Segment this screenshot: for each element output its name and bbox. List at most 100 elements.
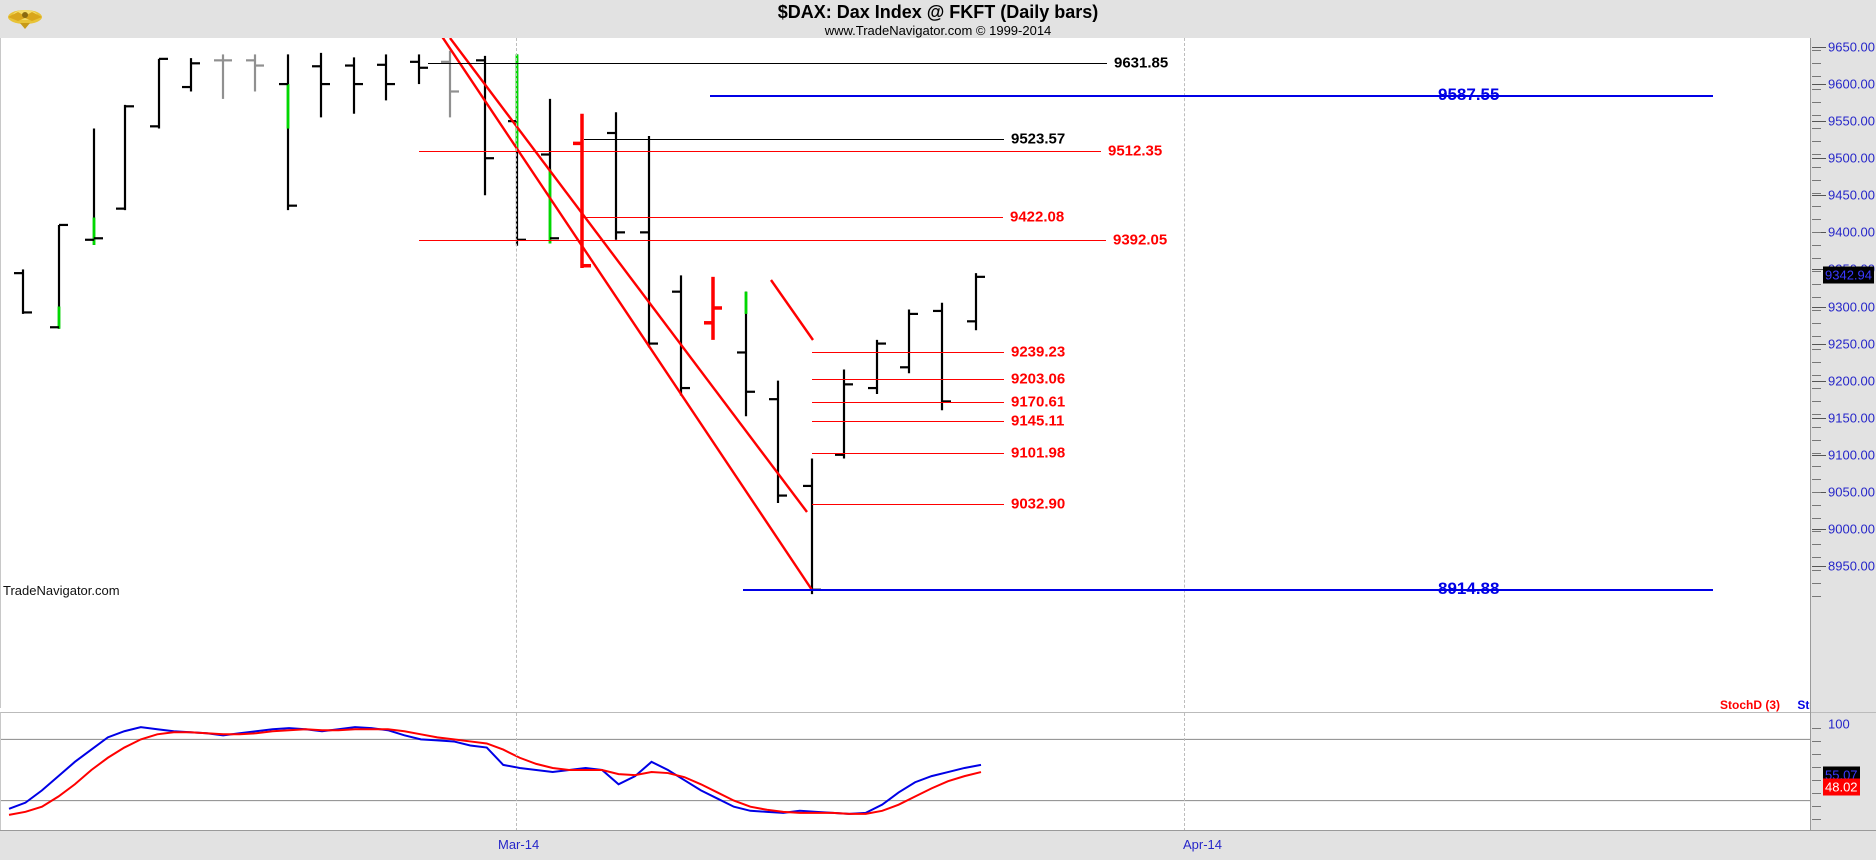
last-price-marker: 9342.94 [1823,266,1874,284]
axis-minor-tick [1812,89,1821,90]
price-level-label: 9392.05 [1113,231,1168,249]
stochastic-lines-layer [1,726,1811,816]
axis-tick-label: 9250.00 [1828,336,1875,352]
stoch-axis-minor-tick [1812,741,1821,742]
stoch-axis-minor-tick [1812,793,1821,794]
date-axis: Mar-14 Apr-14 [0,830,1876,860]
stoch-month-separator-mar [516,713,517,831]
axis-tick [1812,121,1826,123]
axis-minor-tick [1812,193,1821,194]
price-level-line [812,421,1004,422]
stoch-axis-minor-tick [1812,728,1821,729]
axis-tick [1812,566,1826,567]
month-separator-mar [516,38,517,708]
price-level-line [584,139,1004,140]
date-axis-label: Apr-14 [1183,837,1223,852]
axis-tick-label: 9150.00 [1828,410,1875,426]
stoch-axis-minor-tick [1812,780,1821,781]
month-separator-apr [1184,38,1185,708]
price-level-line [812,504,1004,505]
axis-tick-label: 9550.00 [1828,113,1875,129]
price-level-label: 9239.23 [1011,343,1066,361]
axis-minor-tick [1812,349,1821,350]
axis-minor-tick [1812,50,1821,51]
title-subtitle: www.TradeNavigator.com © 1999-2014 [824,23,1052,38]
axis-tick-label: 9000.00 [1828,521,1875,537]
axis-minor-tick [1812,596,1821,597]
axis-minor-tick [1812,115,1821,116]
axis-minor-tick [1812,505,1821,506]
axis-minor-tick [1812,310,1821,311]
axis-tick-label: 9450.00 [1828,187,1875,203]
axis-tick [1812,84,1826,86]
price-chart-pane[interactable]: 9631.85 9587.55 9523.57 9512.35 9422.08 9392.… [0,38,1810,708]
axis-minor-tick [1812,206,1821,207]
price-level-line [582,217,1003,218]
axis-minor-tick [1812,258,1821,259]
trendline [441,38,813,591]
axis-tick-label: 9300.00 [1828,299,1875,314]
stochastic-indicator-pane[interactable] [0,712,1811,831]
axis-minor-tick [1812,479,1821,480]
axis-minor-tick [1812,154,1821,155]
axis-minor-tick [1812,245,1821,246]
axis-minor-tick [1812,271,1821,272]
axis-minor-tick [1812,583,1821,584]
price-level-line [812,402,1004,403]
price-level-label: 9587.55 [1438,85,1500,104]
axis-minor-tick [1812,323,1821,324]
price-level-label: 8914.88 [1438,579,1500,598]
price-level-line [812,352,1004,353]
price-level-label: 9032.90 [1011,495,1066,513]
stoch-axis-top-label: 100 [1828,716,1850,732]
axis-minor-tick [1812,492,1821,493]
axis-minor-tick [1812,544,1821,545]
axis-tick-label: 9200.00 [1828,373,1875,389]
axis-minor-tick [1812,466,1821,467]
axis-pane-separator [1811,712,1876,713]
axis-tick [1812,47,1826,48]
axis-minor-tick [1812,297,1821,298]
price-level-line [419,151,1101,152]
axis-tick [1812,417,1826,419]
ohlc-bars-layer [14,38,985,595]
price-level-label: 9631.85 [1114,54,1169,72]
axis-minor-tick [1812,531,1821,532]
axis-tick-label: 9100.00 [1828,447,1875,463]
axis-tick-label: 9400.00 [1828,224,1875,240]
stoch-axis-minor-tick [1812,767,1821,768]
axis-minor-tick [1812,388,1821,389]
axis-tick-label: 9050.00 [1828,484,1875,500]
title-bar: $DAX: Dax Index @ FKFT (Daily bars) www.… [0,0,1876,38]
price-level-label: 9523.57 [1011,130,1066,148]
axis-minor-tick [1812,128,1821,129]
axis-tick [1812,269,1826,271]
stoch-series-line [8,728,982,816]
stochd-value-marker: 48.02 [1823,778,1860,796]
stoch-axis-minor-tick [1812,806,1821,807]
axis-minor-tick [1812,557,1821,558]
axis-tick [1812,454,1826,456]
price-level-line [743,589,1713,591]
price-level-label: 9145.11 [1011,412,1065,430]
axis-minor-tick [1812,401,1821,402]
price-axis[interactable]: 9650.00 9600.00 9550.00 9500.00 9450.00 9400.… [1810,38,1876,830]
stoch-axis-minor-tick [1812,819,1821,820]
axis-minor-tick [1812,284,1821,285]
axis-tick [1812,343,1826,345]
eagle-logo-icon [6,3,44,35]
axis-minor-tick [1812,102,1821,103]
axis-minor-tick [1812,180,1821,181]
trendline [770,279,814,341]
axis-minor-tick [1812,362,1821,363]
axis-tick [1812,195,1826,197]
axis-minor-tick [1812,440,1821,441]
stochd-legend: StochD (3) [1720,698,1780,712]
axis-minor-tick [1812,167,1821,168]
axis-tick-label: 8950.00 [1828,558,1875,574]
price-level-line [812,453,1004,454]
axis-minor-tick [1812,76,1821,77]
price-level-label: 9101.98 [1011,444,1066,462]
price-level-line [428,63,1107,64]
